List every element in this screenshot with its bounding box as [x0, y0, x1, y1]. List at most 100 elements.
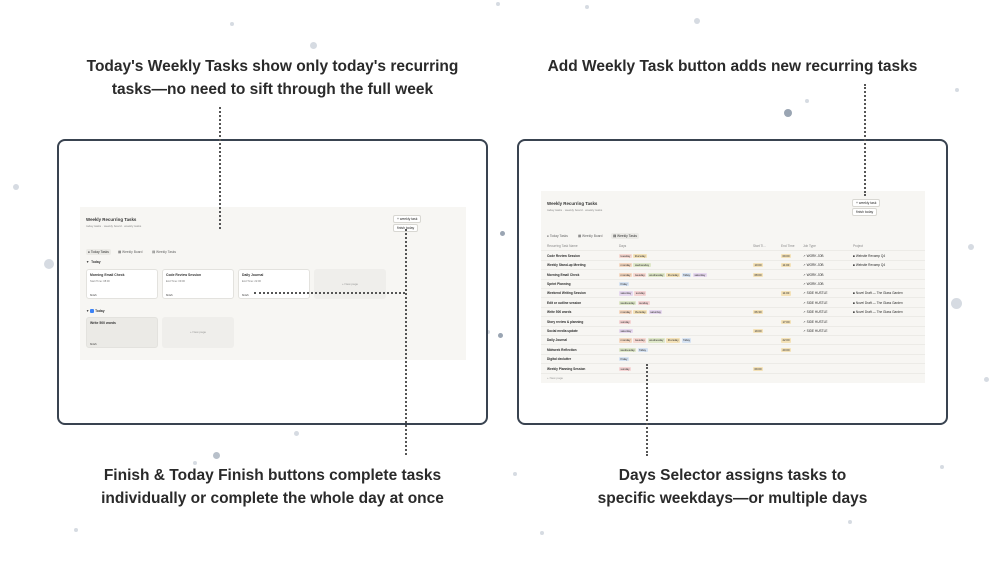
days-selector[interactable]: sunday: [619, 366, 633, 371]
tab-weekly-board[interactable]: ▦ Weekly Board: [578, 234, 603, 238]
link-icon: ↗: [803, 329, 806, 334]
tab-weekly-tasks[interactable]: ▤ Weekly Tasks: [611, 233, 640, 239]
collapse-icon[interactable]: ▼: [86, 309, 90, 313]
task-card[interactable]: Morning Email Check Start Time: 08:00 fi…: [86, 269, 158, 299]
tab-weekly-tasks[interactable]: ▤ Weekly Tasks: [152, 250, 177, 254]
task-card[interactable]: Write 500 words finish: [86, 317, 158, 348]
task-name-cell[interactable]: Edit or outline session: [547, 300, 582, 305]
finish-button[interactable]: finish: [90, 342, 97, 346]
new-page-button[interactable]: + New page: [162, 317, 234, 348]
days-selector[interactable]: wednesday sunday: [619, 300, 651, 306]
job-type-cell[interactable]: ↗ WORK JOB: [803, 263, 824, 267]
days-selector[interactable]: sunday: [619, 319, 633, 324]
start-time-cell[interactable]: 10:00: [753, 263, 765, 268]
table-row[interactable]: Weekly Stand-up Meeting monday wednesday 10…: [541, 261, 925, 271]
new-page-button[interactable]: + New page: [547, 376, 564, 380]
group-header-today[interactable]: ▼ Today: [86, 309, 105, 314]
table-row[interactable]: Weekend Writing Session saturday sunday 11:…: [541, 289, 925, 299]
finish-button[interactable]: finish: [166, 293, 173, 297]
collapse-icon[interactable]: ▼: [86, 260, 90, 264]
add-weekly-task-button[interactable]: + weekly task: [393, 215, 422, 223]
task-name-cell[interactable]: Story review & planning: [547, 319, 584, 324]
job-type-cell[interactable]: ↗ SIDE HUSTLE: [803, 310, 827, 314]
tab-weekly-board[interactable]: ▦ Weekly Board: [118, 250, 143, 254]
tab-today-tasks[interactable]: ● Today Tasks: [86, 249, 111, 255]
table-row[interactable]: Code Review Session tuesday thursday 09:00 ↗…: [541, 252, 925, 261]
finish-button[interactable]: finish: [90, 293, 97, 297]
end-time-cell[interactable]: 09:00: [781, 253, 793, 259]
days-selector[interactable]: monday wednesday: [619, 263, 652, 268]
task-name-cell[interactable]: Weekend Writing Session: [547, 291, 586, 296]
days-selector[interactable]: monday tuesday wednesday thursday friday: [619, 338, 693, 343]
table-row[interactable]: Edit or outline session wednesday sunday ↗ …: [541, 299, 925, 308]
task-card[interactable]: Daily Journal End Time: 22:00 finish: [238, 269, 310, 299]
table-row[interactable]: Social media update saturday 19:00 ↗ SIDE H…: [541, 327, 925, 337]
days-selector[interactable]: monday tuesday wednesday thursday friday satu…: [619, 272, 708, 277]
task-name-cell[interactable]: Weekly Planning Session: [547, 366, 586, 371]
tab-today-tasks[interactable]: ● Today Tasks: [547, 234, 568, 238]
job-type-cell[interactable]: ↗ WORK JOB: [803, 273, 824, 277]
task-card[interactable]: Code Review Session End Time: 09:00 fini…: [162, 269, 234, 299]
checkbox-icon[interactable]: [90, 309, 95, 314]
days-selector[interactable]: wednesday friday: [619, 347, 649, 353]
table-row[interactable]: Midweek Reflection wednesday friday 20:00: [541, 346, 925, 355]
job-type-cell[interactable]: ↗ SIDE HUSTLE: [803, 320, 827, 324]
table-row[interactable]: Write 500 words monday thursday saturday 06:…: [541, 308, 925, 318]
day-tag: wednesday: [633, 263, 651, 268]
table-row[interactable]: Sprint Planning friday ↗ WORK JOB: [541, 280, 925, 290]
days-selector[interactable]: friday: [619, 357, 630, 362]
page-subtitle: today tasks · weekly board · weekly task…: [86, 224, 142, 228]
project-cell[interactable]: ■ Website Revamp Q4: [853, 263, 885, 267]
task-name-cell[interactable]: Code Review Session: [547, 253, 580, 258]
end-time-cell[interactable]: 22:00: [781, 338, 793, 343]
days-selector[interactable]: friday: [619, 282, 630, 287]
task-name-cell[interactable]: Weekly Stand-up Meeting: [547, 263, 586, 268]
task-name-cell[interactable]: Daily Journal: [547, 338, 568, 343]
task-name-cell[interactable]: Write 500 words: [547, 310, 572, 315]
task-name-cell[interactable]: Midweek Reflection: [547, 347, 577, 352]
table-row[interactable]: Weekly Planning Session sunday 09:00: [541, 364, 925, 374]
group-header-today[interactable]: ▼ Today: [86, 260, 101, 264]
days-selector[interactable]: monday thursday saturday: [619, 310, 664, 315]
table-row[interactable]: Morning Email Check monday tuesday wednesda…: [541, 270, 925, 280]
job-type-cell[interactable]: ↗ SIDE HUSTLE: [803, 291, 827, 295]
job-type-cell[interactable]: ↗ WORK JOB: [803, 254, 824, 258]
job-type-cell[interactable]: ↗ SIDE HUSTLE: [803, 329, 827, 333]
task-name-cell[interactable]: Social media update: [547, 329, 578, 334]
task-name-cell[interactable]: Digital declutter: [547, 357, 572, 362]
new-page-button[interactable]: + New page: [314, 269, 386, 299]
column-header[interactable]: Days: [619, 244, 627, 249]
table-row[interactable]: Digital declutter friday: [541, 355, 925, 365]
days-selector[interactable]: saturday: [619, 329, 634, 334]
add-weekly-task-button[interactable]: + weekly task: [852, 199, 881, 207]
end-time-cell[interactable]: 11:00: [781, 263, 792, 268]
job-type-cell[interactable]: ↗ SIDE HUSTLE: [803, 301, 827, 305]
finish-today-button[interactable]: finish today: [852, 208, 878, 216]
table-row[interactable]: Story review & planning sunday 17:00 ↗ SIDE…: [541, 317, 925, 327]
column-header[interactable]: Project: [853, 244, 863, 249]
day-tag: tuesday: [633, 272, 647, 277]
project-cell[interactable]: ■ Novel Draft — The Glass Garden: [853, 291, 903, 295]
start-time-cell[interactable]: 06:30: [753, 310, 765, 315]
project-cell[interactable]: ■ Novel Draft — The Glass Garden: [853, 310, 903, 314]
start-time-cell[interactable]: 08:00: [753, 272, 765, 277]
finish-button[interactable]: finish: [242, 293, 249, 297]
start-time-cell[interactable]: 09:00: [753, 366, 765, 371]
end-time-cell[interactable]: 11:00: [781, 291, 792, 296]
start-time-cell[interactable]: 19:00: [753, 329, 765, 334]
project-cell[interactable]: ■ Novel Draft — The Glass Garden: [853, 301, 903, 305]
days-selector[interactable]: tuesday thursday: [619, 253, 649, 259]
column-header[interactable]: End Time: [781, 244, 795, 249]
column-header[interactable]: Recurring Task Name: [547, 244, 578, 249]
end-time-cell[interactable]: 17:00: [781, 319, 793, 324]
column-header[interactable]: Job Type: [803, 244, 816, 249]
table-row[interactable]: Daily Journal monday tuesday wednesday thurs…: [541, 336, 925, 346]
end-time-cell[interactable]: 20:00: [781, 347, 793, 353]
task-name-cell[interactable]: Morning Email Check: [547, 272, 580, 277]
task-name-cell[interactable]: Sprint Planning: [547, 282, 571, 287]
days-selector[interactable]: saturday sunday: [619, 291, 648, 296]
column-header[interactable]: Start Ti...: [753, 244, 766, 249]
job-type-cell[interactable]: ↗ WORK JOB: [803, 282, 824, 286]
project-cell[interactable]: ■ Website Revamp Q4: [853, 254, 885, 258]
decorative-dot: [984, 377, 989, 382]
